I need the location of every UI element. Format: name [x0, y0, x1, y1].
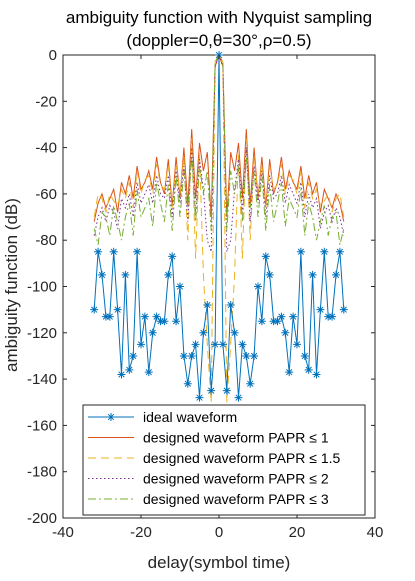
data-point-marker: [105, 312, 114, 321]
data-point-marker: [265, 270, 274, 279]
data-point-marker: [109, 247, 118, 256]
x-tick-label: 40: [367, 524, 384, 541]
data-point-marker: [90, 305, 99, 314]
chart-title: ambiguity function with Nyquist sampling: [66, 8, 372, 27]
data-point-marker: [257, 317, 266, 326]
data-point-marker: [211, 340, 220, 349]
data-point-marker: [281, 328, 290, 337]
data-point-marker: [160, 317, 169, 326]
data-point-marker: [137, 340, 145, 349]
y-tick-label: -20: [35, 93, 57, 110]
legend-entry-label: designed waveform PAPR ≤ 2: [143, 471, 329, 487]
chart-subtitle: (doppler=0,θ=30°,ρ=0.5): [126, 31, 311, 50]
x-tick-label: -20: [130, 524, 152, 541]
y-tick-label: -200: [27, 510, 57, 527]
data-point-marker: [129, 351, 138, 360]
data-point-marker: [191, 340, 200, 349]
data-point-marker: [316, 305, 325, 314]
data-point-marker: [148, 328, 157, 337]
data-point-marker: [273, 317, 282, 326]
data-point-marker: [140, 312, 149, 321]
data-point-marker: [328, 312, 337, 321]
data-point-marker: [250, 351, 259, 360]
legend-marker: [107, 413, 115, 421]
data-point-marker: [133, 247, 142, 256]
data-point-marker: [195, 393, 204, 402]
data-point-marker: [234, 393, 243, 402]
data-point-marker: [261, 252, 270, 261]
legend-entry-label: designed waveform PAPR ≤ 3: [143, 491, 329, 507]
data-point-marker: [203, 301, 212, 310]
data-point-marker: [293, 340, 301, 349]
data-point-marker: [172, 317, 181, 326]
data-point-marker: [332, 270, 340, 279]
data-point-marker: [300, 351, 309, 360]
y-tick-label: -100: [27, 279, 57, 296]
legend: ideal waveform designed waveform PAPR ≤ 1…: [82, 404, 366, 516]
data-point-marker: [285, 368, 294, 377]
y-tick-label: 0: [49, 47, 57, 64]
data-point-marker: [144, 368, 153, 377]
data-point-marker: [199, 328, 208, 337]
data-point-marker: [238, 340, 247, 349]
data-point-marker: [164, 270, 173, 279]
data-point-marker: [304, 365, 313, 374]
data-point-marker: [308, 270, 317, 279]
data-point-marker: [218, 340, 227, 349]
data-point-marker: [277, 312, 286, 321]
y-tick-label: -120: [27, 325, 57, 342]
y-tick-label: -80: [35, 232, 57, 249]
legend-entry-label: designed waveform PAPR ≤ 1: [143, 430, 329, 446]
data-point-marker: [94, 247, 103, 256]
legend-entry-label: designed waveform PAPR ≤ 1.5: [143, 450, 341, 466]
x-tick-label: 0: [215, 524, 223, 541]
data-point-marker: [98, 270, 106, 279]
y-tick-label: -60: [35, 186, 57, 203]
data-point-marker: [179, 351, 188, 360]
data-point-marker: [312, 370, 321, 379]
data-point-marker: [296, 247, 305, 256]
y-tick-label: -40: [35, 140, 57, 157]
data-point-marker: [254, 282, 262, 291]
data-point-marker: [168, 252, 177, 261]
data-point-marker: [339, 305, 348, 314]
data-point-marker: [176, 282, 184, 291]
y-tick-label: -180: [27, 464, 57, 481]
data-point-marker: [183, 379, 192, 388]
data-point-marker: [320, 247, 329, 256]
ticks-layer: -40 -20 0 20 400-20-40-60-80-100-120-140-160…: [27, 47, 383, 541]
y-axis-label: ambiguity function (dB): [2, 198, 21, 372]
legend-box: [82, 404, 366, 516]
data-point-marker: [335, 247, 344, 256]
data-point-marker: [289, 312, 298, 321]
x-axis-label: delay(symbol time): [148, 553, 291, 572]
y-tick-label: -160: [27, 417, 57, 434]
data-point-marker: [242, 351, 251, 360]
x-tick-label: 20: [289, 524, 306, 541]
legend-entry-label: ideal waveform: [143, 409, 237, 425]
data-point-marker: [152, 312, 161, 321]
y-tick-label: -140: [27, 371, 57, 388]
data-point-marker: [187, 351, 196, 360]
data-point-marker: [125, 365, 134, 374]
data-point-marker: [121, 270, 130, 279]
data-point-marker: [207, 386, 216, 395]
series-line-2: [93, 53, 345, 403]
data-point-marker: [222, 386, 231, 395]
data-point-marker: [117, 370, 126, 379]
data-point-marker: [226, 301, 235, 310]
data-point-marker: [113, 305, 122, 314]
data-point-marker: [230, 328, 239, 337]
x-tick-label: -40: [52, 524, 74, 541]
data-point-marker: [246, 379, 255, 388]
